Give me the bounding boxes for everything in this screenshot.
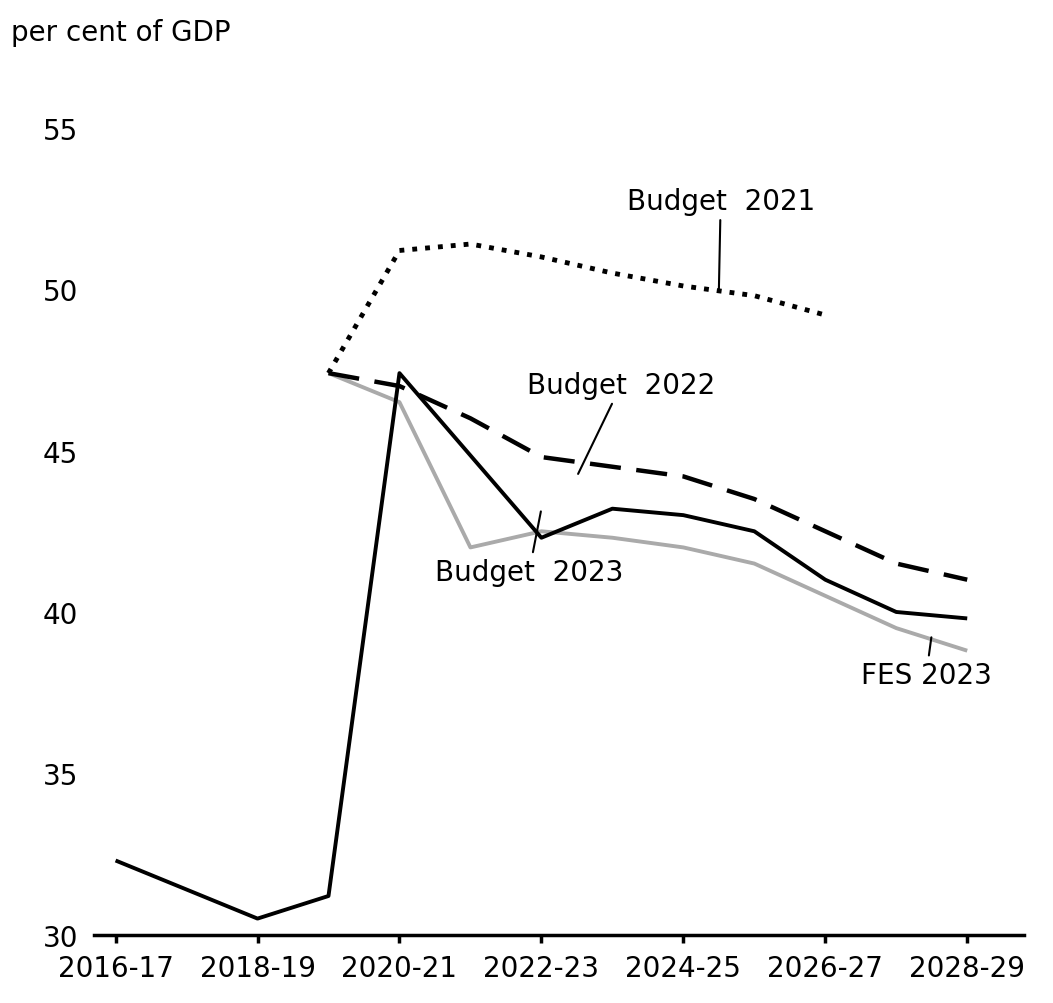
Text: Budget  2021: Budget 2021 (627, 188, 815, 291)
Text: Budget  2023: Budget 2023 (435, 512, 623, 586)
Text: Budget  2022: Budget 2022 (528, 371, 715, 474)
Text: FES 2023: FES 2023 (860, 638, 992, 689)
Text: per cent of GDP: per cent of GDP (11, 19, 231, 47)
